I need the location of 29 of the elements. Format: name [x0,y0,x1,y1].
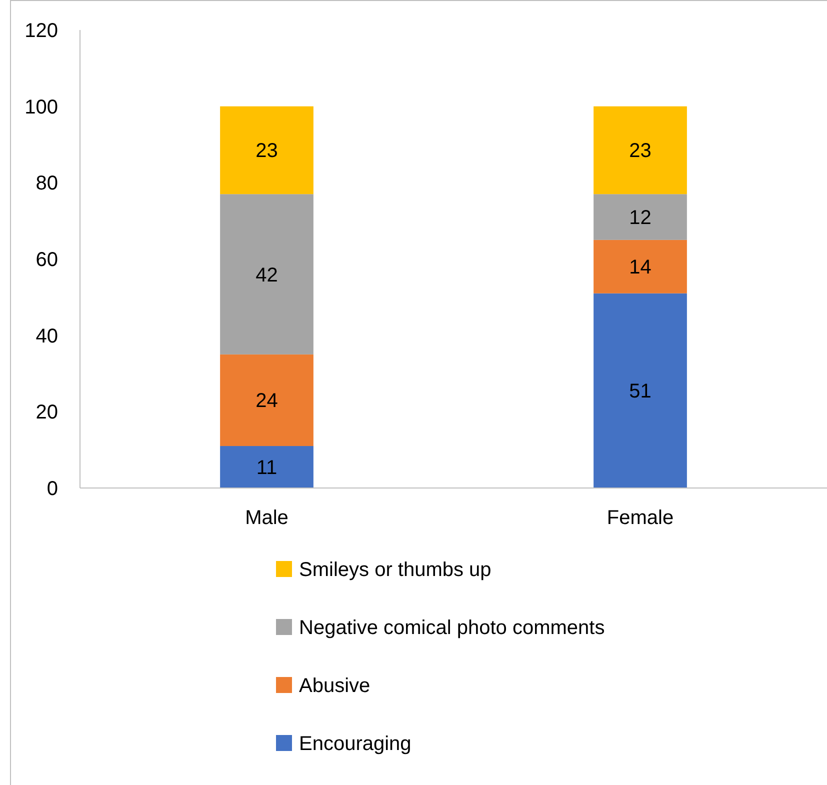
bar [594,240,687,294]
data-label: 24 [256,390,278,412]
data-label: 23 [629,140,652,162]
data-label: 14 [629,256,652,279]
legend-label: Smileys or thumbs up [299,559,492,581]
bar [220,194,314,354]
x-tick-label: Female [606,507,674,529]
bar [220,446,314,488]
legend-label: Encouraging [299,733,412,755]
y-tick-label: 100 [24,96,58,118]
x-tick-label: Male [245,507,288,529]
data-label: 11 [256,457,278,480]
bar [220,106,314,194]
bar [594,106,687,194]
bar [594,194,687,240]
data-label: 12 [629,207,652,230]
y-tick-label: 60 [36,249,58,271]
y-tick-label: 20 [36,402,58,424]
y-tick-label: 120 [24,20,58,42]
bar [220,354,314,446]
y-tick-label: 0 [46,478,58,500]
bar [594,293,687,488]
legend-label: Abusive [299,675,370,697]
y-tick-label: 40 [36,325,58,348]
legend-label: Negative comical photo comments [299,617,605,639]
data-label: 42 [256,264,278,286]
data-label: 23 [256,140,278,162]
data-label: 51 [629,380,652,403]
y-tick-label: 80 [36,172,58,195]
